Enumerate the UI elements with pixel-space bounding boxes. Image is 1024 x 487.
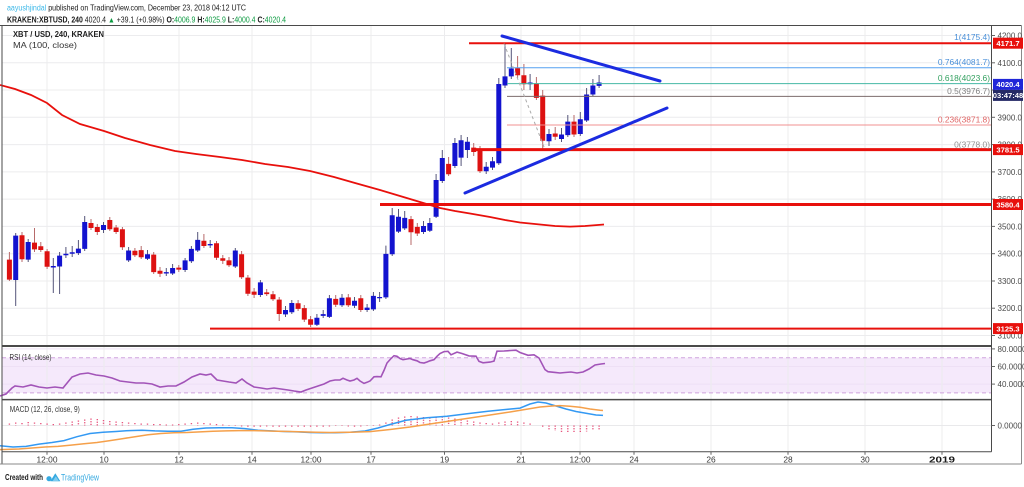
svg-text:3100.0: 3100.0	[998, 332, 1023, 341]
svg-text:aayushjindal published on Trad: aayushjindal published on TradingView.co…	[7, 4, 246, 13]
svg-text:MA (100, close): MA (100, close)	[13, 40, 77, 50]
svg-text:KRAKEN:XBTUSD, 240 4020.4 ▲ +: KRAKEN:XBTUSD, 240 4020.4 ▲ +39.1 (+0.98…	[7, 16, 287, 25]
svg-text:4200.0: 4200.0	[998, 32, 1023, 41]
svg-text:3781.5: 3781.5	[996, 145, 1020, 154]
svg-text:4020.4: 4020.4	[996, 80, 1020, 89]
svg-text:RSI (14, close): RSI (14, close)	[10, 353, 52, 362]
svg-text:3500.0: 3500.0	[998, 222, 1023, 231]
svg-text:0(3778.0): 0(3778.0)	[954, 140, 990, 150]
svg-text:12: 12	[174, 454, 184, 464]
svg-text:Created with: Created with	[5, 472, 43, 482]
svg-text:17: 17	[366, 454, 376, 464]
svg-text:12:00: 12:00	[301, 454, 322, 464]
svg-text:14: 14	[247, 454, 257, 464]
svg-text:28: 28	[783, 454, 793, 464]
svg-text:TradingView: TradingView	[61, 472, 99, 482]
svg-text:12:00: 12:00	[37, 454, 58, 464]
svg-text:12:00: 12:00	[570, 454, 591, 464]
svg-text:24: 24	[629, 454, 639, 464]
svg-text:03:47:48: 03:47:48	[993, 91, 1023, 100]
svg-text:3900.0: 3900.0	[998, 113, 1023, 122]
svg-text:1(4175.4): 1(4175.4)	[954, 32, 990, 42]
svg-text:60.0000: 60.0000	[998, 363, 1024, 372]
svg-text:4171.7: 4171.7	[996, 39, 1019, 48]
svg-text:0.236(3871.8): 0.236(3871.8)	[938, 115, 990, 125]
svg-text:0.618(4023.6): 0.618(4023.6)	[938, 73, 990, 83]
svg-text:0.764(4081.7): 0.764(4081.7)	[938, 57, 990, 67]
svg-text:3200.0: 3200.0	[998, 304, 1023, 313]
svg-text:26: 26	[706, 454, 716, 464]
svg-text:10: 10	[99, 454, 109, 464]
svg-text:80.0000: 80.0000	[998, 345, 1024, 354]
svg-text:3300.0: 3300.0	[998, 277, 1023, 286]
svg-text:3700.0: 3700.0	[998, 168, 1023, 177]
svg-text:30: 30	[860, 454, 870, 464]
svg-text:40.0000: 40.0000	[998, 380, 1024, 389]
svg-text:21: 21	[516, 454, 526, 464]
svg-text:4100.0: 4100.0	[998, 59, 1023, 68]
svg-text:3580.4: 3580.4	[996, 200, 1020, 209]
svg-text:MACD (12, 26, close, 9): MACD (12, 26, close, 9)	[10, 405, 80, 414]
svg-text:XBT / USD, 240, KRAKEN: XBT / USD, 240, KRAKEN	[13, 29, 104, 39]
svg-text:19: 19	[440, 454, 450, 464]
svg-text:0.0000: 0.0000	[998, 422, 1023, 431]
svg-text:3400.0: 3400.0	[998, 250, 1023, 259]
svg-text:2019: 2019	[929, 455, 956, 464]
svg-text:0.5(3976.7): 0.5(3976.7)	[947, 86, 990, 96]
svg-text:3125.3: 3125.3	[996, 324, 1019, 333]
